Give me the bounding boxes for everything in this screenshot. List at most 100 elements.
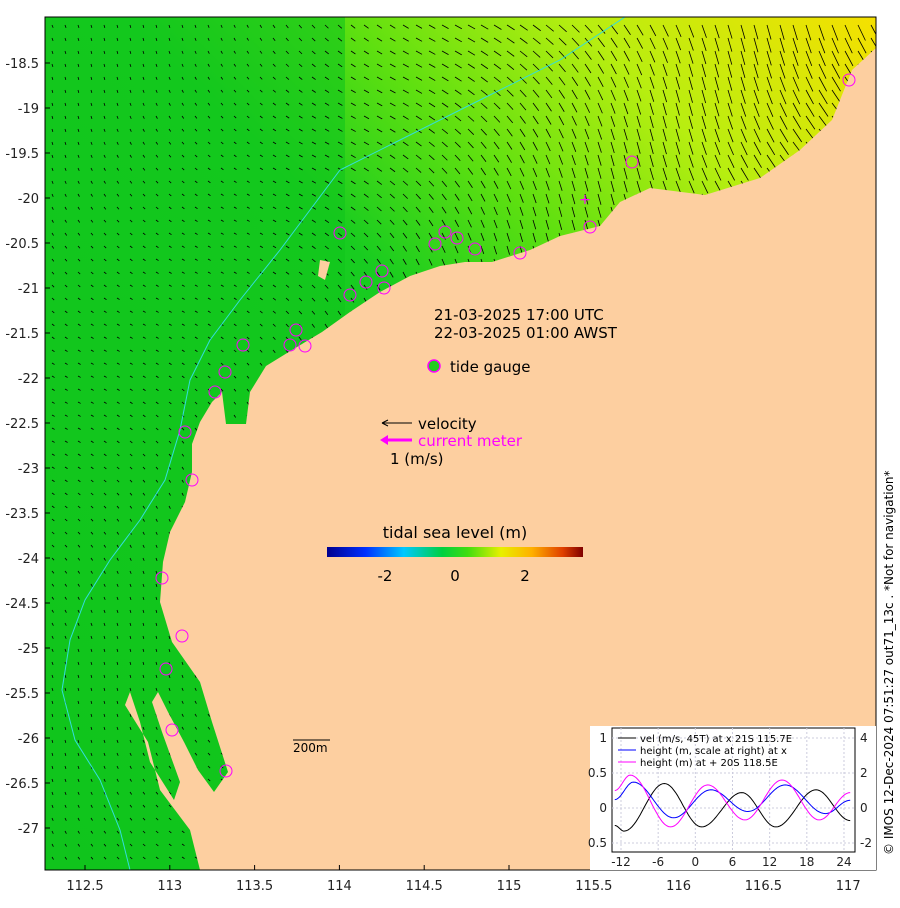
velocity-arrow	[129, 284, 133, 287]
velocity-arrow	[90, 583, 93, 587]
velocity-arrow	[285, 37, 289, 42]
inset-y-right-tick: -2	[860, 836, 872, 850]
velocity-arrow	[90, 362, 94, 365]
velocity-arrow	[454, 63, 462, 69]
velocity-arrow	[155, 752, 158, 756]
velocity-arrow	[597, 63, 605, 74]
velocity-arrow	[766, 76, 773, 92]
velocity-arrow	[389, 154, 396, 159]
velocity-arrow	[90, 661, 93, 665]
velocity-arrow	[194, 76, 197, 80]
velocity-arrow	[155, 583, 158, 587]
velocity-arrow	[64, 336, 68, 340]
velocity-arrow	[740, 115, 747, 130]
velocity-arrow	[155, 648, 158, 652]
velocity-arrow	[194, 63, 197, 67]
velocity-arrow	[103, 388, 107, 391]
velocity-arrow	[467, 193, 473, 202]
lat-tick-label: -26	[18, 732, 39, 747]
velocity-arrow	[77, 687, 80, 691]
velocity-arrow	[467, 115, 475, 122]
velocity-arrow	[259, 349, 263, 353]
velocity-arrow	[220, 37, 223, 41]
velocity-arrow	[181, 687, 184, 691]
velocity-arrow	[363, 63, 370, 68]
velocity-arrow	[51, 583, 55, 587]
velocity-arrow	[90, 89, 93, 93]
velocity-arrow	[662, 141, 667, 155]
velocity-arrow	[285, 206, 290, 210]
velocity-arrow	[792, 76, 800, 92]
velocity-arrow	[64, 219, 67, 223]
velocity-arrow	[662, 63, 668, 77]
velocity-arrow	[129, 89, 132, 93]
velocity-arrow	[701, 63, 707, 78]
velocity-arrow	[701, 37, 707, 52]
velocity-arrow	[389, 89, 396, 94]
velocity-arrow	[194, 726, 198, 730]
lat-tick-label: -19.5	[5, 147, 39, 162]
velocity-arrow	[285, 297, 290, 301]
velocity-arrow	[402, 76, 409, 81]
velocity-arrow	[376, 24, 383, 29]
velocity-arrow	[116, 739, 119, 743]
velocity-arrow	[168, 349, 172, 352]
velocity-arrow	[350, 37, 356, 42]
velocity-arrow	[246, 219, 250, 222]
velocity-arrow	[571, 141, 577, 152]
velocity-arrow	[532, 63, 541, 72]
velocity-arrow	[129, 778, 132, 782]
velocity-arrow	[584, 50, 592, 60]
velocity-arrow	[779, 102, 787, 118]
velocity-arrow	[129, 635, 132, 639]
velocity-arrow	[649, 24, 657, 37]
velocity-arrow	[480, 193, 486, 202]
velocity-arrow	[64, 37, 67, 41]
velocity-arrow	[675, 180, 682, 194]
velocity-arrow	[155, 180, 159, 184]
velocity-arrow	[233, 206, 237, 209]
velocity-arrow	[207, 24, 210, 28]
inset-x-tick: 24	[836, 855, 851, 869]
velocity-arrow	[662, 50, 668, 63]
velocity-arrow	[129, 362, 133, 365]
velocity-arrow	[545, 115, 552, 125]
velocity-arrow	[662, 167, 668, 181]
velocity-arrow	[350, 271, 355, 277]
velocity-arrow	[207, 284, 211, 287]
velocity-arrow	[480, 128, 487, 136]
velocity-arrow	[77, 830, 80, 834]
velocity-arrow	[51, 362, 55, 365]
velocity-arrow	[90, 271, 94, 275]
velocity-arrow	[77, 63, 80, 67]
velocity-arrow	[272, 180, 277, 184]
velocity-arrow	[246, 37, 249, 41]
velocity-arrow	[259, 180, 264, 183]
velocity-arrow	[727, 141, 734, 156]
velocity-arrow	[363, 258, 368, 264]
velocity-arrow	[233, 310, 237, 314]
velocity-arrow	[246, 24, 249, 28]
velocity-arrow	[298, 37, 303, 42]
velocity-arrow	[90, 219, 94, 223]
velocity-arrow	[727, 24, 733, 39]
velocity-arrow	[51, 115, 54, 119]
velocity-arrow	[103, 843, 107, 847]
velocity-arrow	[116, 232, 120, 236]
velocity-arrow	[779, 89, 787, 105]
velocity-arrow	[168, 297, 172, 300]
velocity-arrow	[597, 24, 606, 34]
velocity-arrow	[129, 557, 132, 561]
velocity-arrow	[103, 505, 107, 509]
velocity-arrow	[155, 141, 159, 145]
velocity-arrow	[116, 518, 120, 522]
velocity-arrow	[142, 531, 145, 535]
velocity-arrow	[792, 24, 798, 41]
velocity-arrow	[389, 128, 396, 133]
velocity-arrow	[90, 570, 93, 574]
velocity-arrow	[493, 245, 498, 255]
velocity-arrow	[116, 154, 119, 158]
velocity-arrow	[285, 271, 290, 275]
velocity-arrow	[129, 24, 132, 28]
velocity-arrow	[155, 817, 159, 821]
